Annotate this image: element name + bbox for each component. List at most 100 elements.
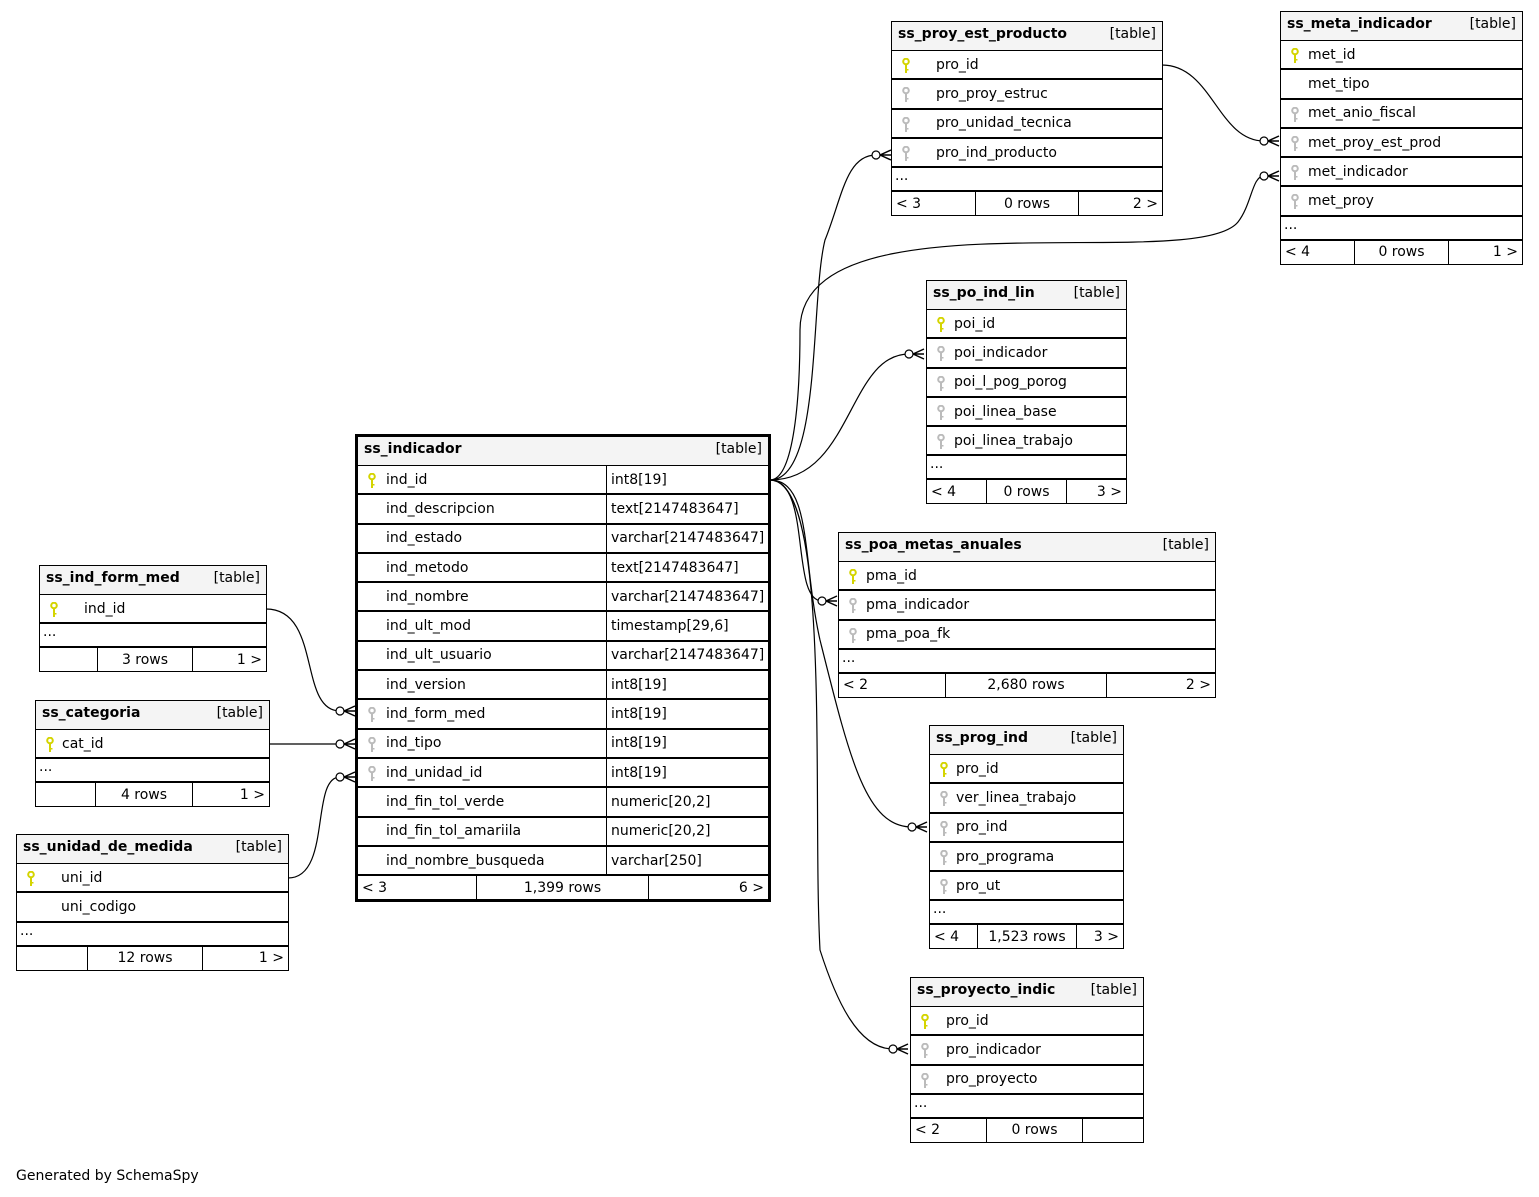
column-row[interactable]: pro_proyecto [911, 1066, 1143, 1095]
column-row[interactable]: pma_poa_fk [839, 621, 1215, 650]
column-row[interactable]: ind_metodo text[2147483647] [358, 553, 768, 584]
column-row[interactable]: pma_id [839, 562, 1215, 592]
table-ss-prog-ind[interactable]: ss_prog_ind [table] pro_id ver_linea_trabaj… [929, 725, 1124, 950]
table-ss-ind-form-med[interactable]: ss_ind_form_med [table] ind_id... 3 rows 1 > [39, 565, 267, 673]
column-row[interactable]: pro_indicador [911, 1036, 1143, 1066]
column-row[interactable]: ind_nombre_busqueda varchar[250] [358, 846, 768, 877]
table-header[interactable]: ss_prog_ind [table] [930, 726, 1123, 755]
more-columns[interactable]: ... [839, 650, 1215, 674]
children-count[interactable]: 2 > [1185, 677, 1211, 694]
more-columns[interactable]: ... [930, 901, 1123, 926]
column-row[interactable]: ind_unidad_id int8[19] [358, 758, 768, 789]
column-row[interactable]: met_anio_fiscal [1281, 100, 1522, 129]
column-row[interactable]: uni_id [17, 864, 288, 894]
table-ss-proyecto-indic[interactable]: ss_proyecto_indic [table] pro_id pro_indica… [910, 977, 1144, 1143]
children-count[interactable]: 1 > [1492, 244, 1518, 261]
parents-count[interactable] [40, 648, 97, 671]
column-row[interactable]: ind_id int8[19] [358, 466, 768, 496]
column-row[interactable]: poi_indicador [927, 339, 1126, 369]
column-row[interactable]: pro_id [892, 51, 1162, 81]
column-row[interactable]: ind_nombre varchar[2147483647] [358, 583, 768, 613]
table-header[interactable]: ss_ind_form_med [table] [40, 566, 266, 595]
column-row[interactable]: cat_id [36, 730, 269, 760]
column-row[interactable]: ver_linea_trabajo [930, 784, 1123, 814]
table-header[interactable]: ss_meta_indicador [table] [1281, 12, 1522, 41]
more-columns[interactable]: ... [40, 624, 266, 649]
children-count[interactable] [1083, 1119, 1143, 1142]
more-columns[interactable]: ... [927, 456, 1126, 481]
column-row[interactable]: ind_form_med int8[19] [358, 700, 768, 730]
more-columns[interactable]: ... [17, 923, 288, 947]
column-row[interactable]: pro_proy_estruc [892, 80, 1162, 110]
children-count[interactable]: 3 > [1096, 483, 1122, 500]
parents-count[interactable]: < 4 [1285, 244, 1311, 261]
column-row[interactable]: met_tipo [1281, 70, 1522, 100]
column-row[interactable]: poi_id [927, 310, 1126, 340]
column-row[interactable]: pro_unidad_tecnica [892, 110, 1162, 139]
column-row[interactable]: ind_version int8[19] [358, 671, 768, 701]
children-count[interactable]: 3 > [1093, 928, 1119, 945]
table-ss-indicador[interactable]: ss_indicador [table] ind_id int8[19] ind_des… [355, 434, 771, 903]
column-name: poi_indicador [954, 344, 1048, 361]
table-header[interactable]: ss_categoria [table] [36, 701, 269, 730]
column-row[interactable]: pro_ind_producto [892, 139, 1162, 169]
column-row[interactable]: ind_estado varchar[2147483647] [358, 524, 768, 554]
column-row[interactable]: poi_linea_trabajo [927, 427, 1126, 457]
column-row[interactable]: uni_codigo [17, 893, 288, 923]
table-ss-categoria[interactable]: ss_categoria [table] cat_id... 4 rows 1 > [35, 700, 270, 808]
column-type: numeric[20,2] [606, 817, 768, 845]
column-row[interactable]: ind_fin_tol_amariila numeric[20,2] [358, 817, 768, 847]
children-count[interactable]: 1 > [258, 950, 284, 967]
column-row[interactable]: poi_linea_base [927, 398, 1126, 428]
parents-count[interactable] [17, 947, 87, 970]
foreign-key-icon [902, 86, 910, 107]
parents-count[interactable]: < 2 [915, 1122, 941, 1139]
column-row[interactable]: pro_id [930, 755, 1123, 785]
more-columns[interactable]: ... [892, 168, 1162, 193]
column-name: ind_tipo [386, 735, 442, 752]
table-header[interactable]: ss_indicador [table] [358, 437, 768, 466]
parents-count[interactable]: < 3 [362, 879, 388, 896]
column-row[interactable]: pma_indicador [839, 591, 1215, 621]
table-ss-proy-est-producto[interactable]: ss_proy_est_producto [table] pro_id pro_pro… [891, 21, 1163, 217]
column-row[interactable]: pro_id [911, 1007, 1143, 1037]
column-row[interactable]: poi_l_pog_porog [927, 369, 1126, 398]
column-row[interactable]: met_proy [1281, 187, 1522, 217]
parents-count[interactable]: < 4 [934, 928, 960, 945]
children-count[interactable]: 2 > [1132, 195, 1158, 212]
parents-count[interactable]: < 2 [843, 677, 869, 694]
row-count: 1,399 rows [476, 876, 649, 900]
table-header[interactable]: ss_unidad_de_medida [table] [17, 835, 288, 864]
column-row[interactable]: ind_ult_mod timestamp[29,6] [358, 612, 768, 642]
table-header[interactable]: ss_po_ind_lin [table] [927, 281, 1126, 310]
column-row[interactable]: met_id [1281, 41, 1522, 71]
parents-count[interactable]: < 3 [896, 195, 922, 212]
children-count[interactable]: 1 > [236, 651, 262, 668]
children-count[interactable]: 6 > [738, 879, 764, 896]
more-columns[interactable]: ... [911, 1095, 1143, 1119]
column-row[interactable]: met_proy_est_prod [1281, 129, 1522, 159]
column-row[interactable]: met_indicador [1281, 158, 1522, 188]
column-name: met_anio_fiscal [1308, 105, 1416, 122]
more-columns[interactable]: ... [36, 759, 269, 784]
column-row[interactable]: pro_ut [930, 872, 1123, 902]
column-row[interactable]: pro_ind [930, 814, 1123, 843]
children-count[interactable]: 1 > [239, 786, 265, 803]
column-row[interactable]: ind_tipo int8[19] [358, 729, 768, 759]
parents-count[interactable]: < 4 [931, 483, 957, 500]
column-row[interactable]: pro_programa [930, 843, 1123, 873]
column-row[interactable]: ind_ult_usuario varchar[2147483647] [358, 641, 768, 672]
more-columns[interactable]: ... [1281, 217, 1522, 241]
relationship-edge [769, 348, 925, 481]
table-header[interactable]: ss_proyecto_indic [table] [911, 978, 1143, 1007]
column-row[interactable]: ind_descripcion text[2147483647] [358, 495, 768, 525]
table-header[interactable]: ss_proy_est_producto [table] [892, 22, 1162, 51]
parents-count[interactable] [36, 783, 95, 806]
column-row[interactable]: ind_id [40, 595, 266, 625]
table-ss-unidad-de-medida[interactable]: ss_unidad_de_medida [table] uni_id uni_codi… [16, 834, 289, 971]
column-row[interactable]: ind_fin_tol_verde numeric[20,2] [358, 788, 768, 818]
table-header[interactable]: ss_poa_metas_anuales [table] [839, 533, 1215, 562]
table-ss-poa-metas-anuales[interactable]: ss_poa_metas_anuales [table] pma_id pma_ind… [838, 532, 1216, 698]
